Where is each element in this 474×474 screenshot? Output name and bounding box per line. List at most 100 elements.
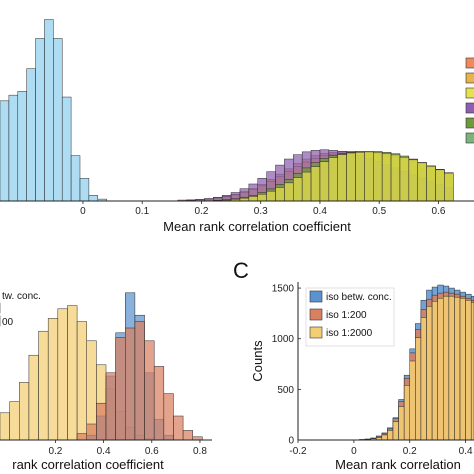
top-x-tick-label-6: 0.6 [431, 206, 445, 217]
bottom-left-bar-s2-b19 [182, 430, 193, 441]
panel-c-x-axis-label: Mean rank correlation [335, 457, 461, 472]
top-bar-s5-b50 [444, 172, 454, 202]
bottom-left-x-tick-label-1: 0.4 [97, 446, 111, 457]
panel-c-bar-s2-b18 [459, 297, 466, 441]
panel-c-bar-s2-b14 [437, 297, 444, 441]
panel-c-x-tick-label-3: 0.4 [459, 446, 473, 457]
top-legend-swatch-1 [465, 72, 474, 84]
top-bar-s5-b38 [337, 154, 347, 202]
top-bar-s5-b36 [319, 161, 330, 202]
bottom-left-bar-s2-b14 [134, 321, 145, 441]
bottom-left-bar-s0-b7 [67, 305, 78, 441]
panel-c-legend-label-1: iso betw. conc. [326, 292, 392, 303]
top-legend-swatch-5 [465, 132, 474, 144]
top-bar-s5-b41 [364, 151, 374, 202]
panel-c-y-ticks: 0 500 1000 1500 [272, 284, 301, 447]
panel-c-bar-s2-b4 [381, 434, 388, 441]
panel-c-bar-s2-b7 [398, 406, 405, 441]
bottom-left-bar-s2-b9 [86, 423, 97, 441]
panel-c-bar-s2-b12 [426, 306, 433, 441]
top-legend-swatch-0 [465, 57, 474, 69]
panel-c-bar-s2-b11 [420, 317, 427, 441]
bottom-left-x-tick-label-3: 0.8 [193, 446, 207, 457]
top-x-axis-label: Mean rank correlation coefficient [163, 219, 351, 234]
bottom-left-bar-s2-b8 [76, 433, 87, 441]
bottom-left-bar-s2-b11 [105, 372, 116, 441]
top-x-tick-label-5: 0.5 [372, 206, 386, 217]
bottom-left-bar-s0-b0 [0, 412, 10, 441]
top-bar-s0-b2 [17, 91, 27, 202]
top-bar-s5-b28 [248, 196, 258, 202]
top-bar-s5-b32 [284, 182, 294, 202]
top-legend-swatch-4 [465, 117, 474, 129]
panel-c-histogram-bars [359, 284, 474, 441]
panel-c-y-axis-label: Counts [250, 340, 265, 382]
bottom-left-x-ticks: 0.2 0.4 0.6 0.8 [48, 440, 207, 457]
bottom-left-bar-s2-b15 [144, 340, 155, 441]
top-bar-s0-b10 [88, 195, 99, 202]
top-histogram-panel: 0 0.1 0.2 0.3 0.4 0.5 0.6 Mean rank correlatio… [0, 19, 474, 234]
top-x-tick-label-0: 0 [80, 206, 86, 217]
top-bar-s5-b48 [426, 165, 436, 202]
bottom-left-bar-s2-b10 [96, 402, 107, 441]
panel-c-bar-s2-b10 [415, 337, 422, 441]
top-bar-s5-b37 [328, 157, 338, 202]
panel-c-bar-s2-b19 [465, 299, 472, 441]
top-x-tick-label-1: 0.1 [135, 206, 149, 217]
panel-c-bar-s2-b6 [392, 421, 399, 441]
bottom-left-bar-s0-b6 [57, 308, 68, 441]
panel-c-bar-s2-b8 [403, 385, 411, 441]
top-bar-s5-b29 [257, 193, 267, 202]
top-legend-swatch-2 [465, 87, 474, 99]
top-bar-s0-b4 [35, 38, 45, 202]
bottom-left-bar-s0-b4 [38, 330, 49, 441]
bottom-left-bar-s0-b2 [19, 382, 30, 441]
panel-c-bar-s2-b9 [409, 360, 416, 441]
top-bar-s5-b40 [355, 151, 365, 202]
top-bar-s0-b6 [53, 38, 63, 202]
top-bar-s0-b0 [0, 100, 10, 202]
top-bar-s5-b33 [293, 177, 303, 202]
top-bar-s0-b3 [26, 68, 36, 202]
top-x-tick-label-4: 0.4 [313, 206, 327, 217]
bottom-left-bar-s2-b16 [153, 366, 165, 441]
panel-c-x-tick-label-1: 0 [351, 446, 357, 457]
top-bar-s5-b42 [373, 151, 383, 202]
panel-c-bar-s2-b5 [387, 430, 394, 441]
panel-c-y-tick-label-1: 500 [277, 385, 294, 396]
top-bar-s5-b34 [301, 171, 312, 202]
top-legend-swatches [465, 57, 474, 144]
top-legend-swatch-3 [465, 102, 474, 114]
top-histogram-bars [0, 19, 454, 202]
bottom-left-bar-s2-b12 [115, 337, 126, 441]
bottom-left-histogram-bars [0, 292, 203, 441]
bottom-left-bar-s0-b3 [28, 354, 39, 441]
panel-c-bar-s2-b15 [443, 295, 450, 441]
top-bar-s5-b35 [310, 166, 321, 202]
top-bar-s5-b30 [266, 190, 276, 202]
panel-c-x-ticks: -0.2 0 0.2 0.4 [289, 440, 473, 457]
top-bar-s5-b44 [390, 154, 401, 202]
top-x-tick-label-3: 0.3 [254, 206, 268, 217]
panel-c-y-tick-label-3: 1500 [272, 284, 295, 295]
panel-c-y-tick-label-0: 0 [288, 436, 294, 447]
bottom-left-bar-s2-b13 [125, 327, 136, 441]
bottom-left-bar-s2-b17 [163, 393, 174, 441]
panel-c-legend: iso betw. conc. iso 1:200 iso 1:2000 [305, 287, 395, 347]
bottom-left-x-axis-label: rank correlation coefficient [12, 457, 164, 472]
top-bar-s5-b49 [435, 169, 445, 202]
panel-letter-c: C [233, 258, 249, 283]
bottom-left-legend-label-1: tw. conc. [2, 291, 41, 302]
top-bar-s5-b39 [346, 152, 356, 202]
panel-c-bar-s2-b13 [431, 300, 438, 441]
bottom-left-x-tick-label-0: 0.2 [48, 446, 62, 457]
bottom-left-bar-s0-b8 [76, 321, 87, 441]
panel-c-bar-s2-b17 [454, 296, 461, 441]
panel-c-legend-label-3: iso 1:2000 [326, 328, 373, 339]
top-bar-s0-b9 [79, 178, 90, 202]
top-bar-s5-b31 [275, 187, 285, 202]
bottom-left-bar-s0-b5 [47, 318, 59, 441]
panel-c-legend-swatch-1 [309, 290, 323, 303]
